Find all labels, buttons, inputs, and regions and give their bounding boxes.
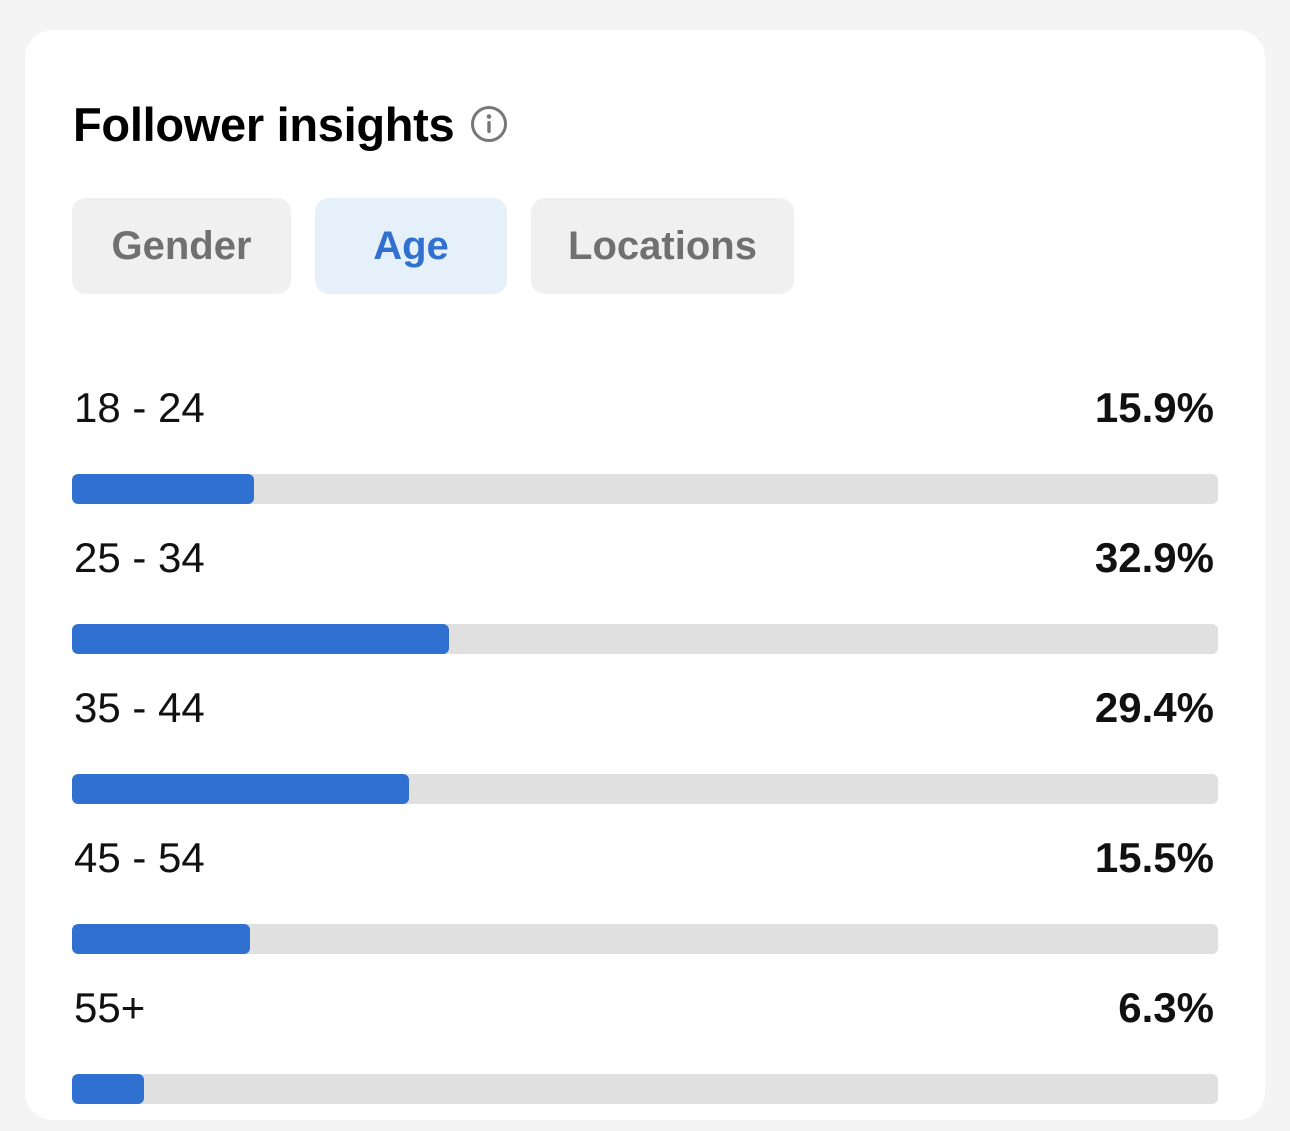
age-percent-label: 15.5% — [1094, 834, 1214, 881]
age-row-45-54: 45 - 54 15.5% — [72, 820, 1218, 970]
tab-gender[interactable]: Gender — [72, 198, 291, 294]
age-row-25-34: 25 - 34 32.9% — [72, 520, 1218, 670]
progress-track — [72, 1074, 1218, 1104]
age-row-18-24: 18 - 24 15.9% — [72, 370, 1218, 520]
age-range-label: 55+ — [74, 984, 146, 1031]
info-icon[interactable] — [470, 105, 508, 143]
progress-fill — [72, 624, 450, 654]
age-row-35-44: 35 - 44 29.4% — [72, 670, 1218, 820]
progress-track — [72, 924, 1218, 954]
age-percent-label: 15.9% — [1094, 384, 1214, 431]
tab-age[interactable]: Age — [315, 198, 507, 294]
card-header: Follower insights — [73, 94, 508, 154]
age-percent-label: 32.9% — [1094, 534, 1214, 581]
progress-fill — [72, 774, 409, 804]
age-range-label: 45 - 54 — [74, 834, 205, 881]
progress-fill — [72, 924, 250, 954]
insights-tabs: Gender Age Locations — [72, 198, 794, 294]
follower-insights-card: Follower insights Gender Age Locations 1… — [25, 30, 1265, 1120]
info-icon-glyph — [471, 106, 508, 142]
age-breakdown-list: 18 - 24 15.9% 25 - 34 32.9% 35 - 44 29.4… — [72, 370, 1218, 1120]
tab-age-label: Age — [373, 223, 449, 268]
age-range-label: 25 - 34 — [74, 534, 205, 581]
tab-locations[interactable]: Locations — [531, 198, 794, 294]
age-percent-label: 6.3% — [1118, 984, 1214, 1031]
tab-locations-label: Locations — [568, 223, 757, 268]
age-percent-label: 29.4% — [1094, 684, 1214, 731]
progress-track — [72, 774, 1218, 804]
tab-gender-label: Gender — [111, 223, 252, 268]
progress-track — [72, 624, 1218, 654]
card-title: Follower insights — [73, 97, 455, 151]
age-range-label: 18 - 24 — [74, 384, 205, 431]
progress-fill — [72, 1074, 145, 1104]
progress-fill — [72, 474, 255, 504]
age-row-55-plus: 55+ 6.3% — [72, 970, 1218, 1120]
progress-track — [72, 474, 1218, 504]
age-range-label: 35 - 44 — [74, 684, 205, 731]
